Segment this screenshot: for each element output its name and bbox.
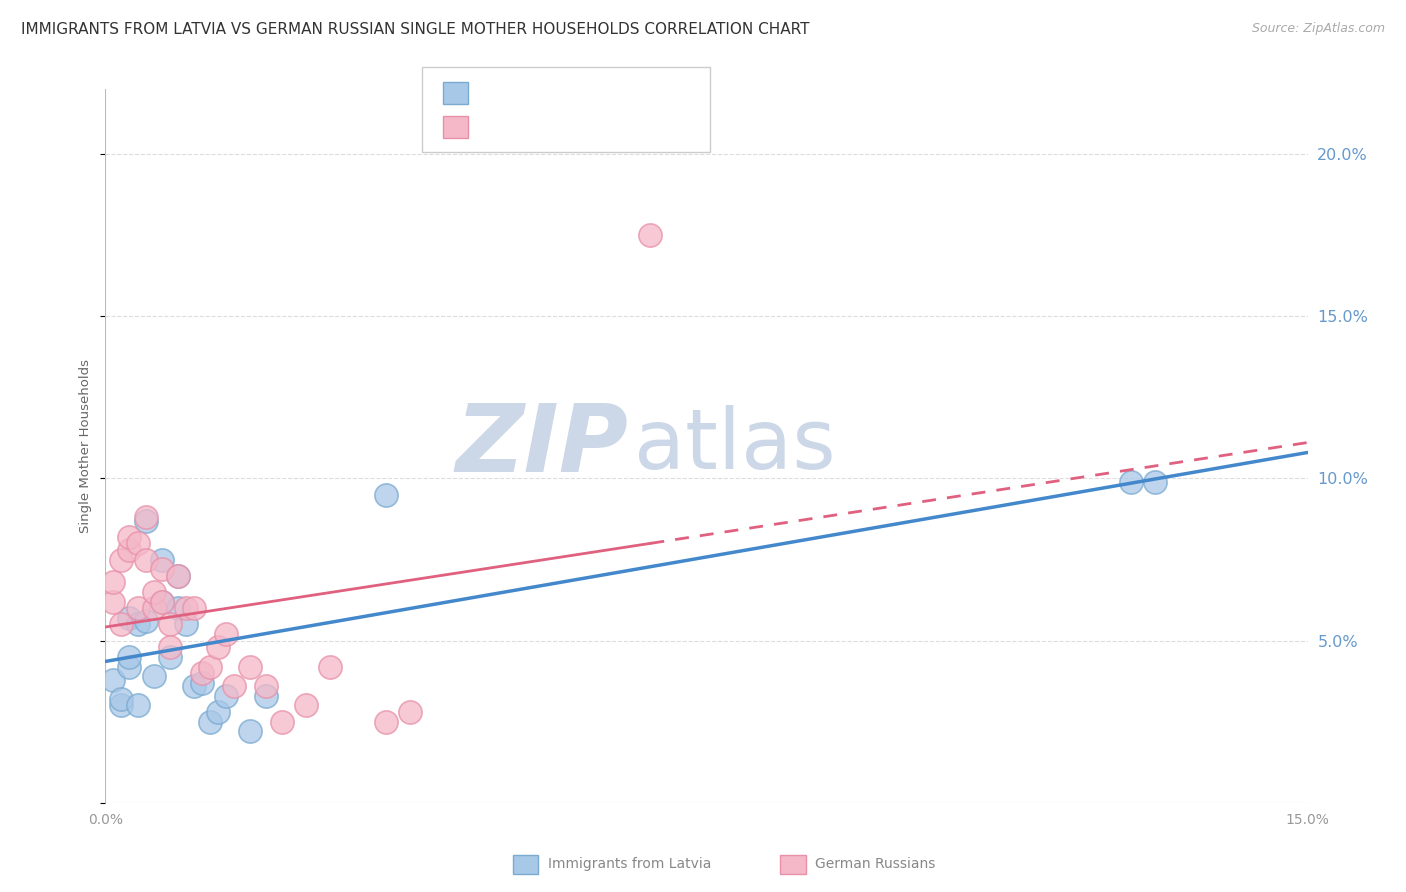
Point	[1144, 475, 1167, 489]
Point	[103, 595, 125, 609]
Point	[399, 705, 422, 719]
Point	[319, 659, 342, 673]
Point	[183, 679, 205, 693]
Point	[239, 659, 262, 673]
Point	[166, 568, 188, 582]
Point	[150, 552, 173, 566]
Point	[254, 679, 277, 693]
Text: IMMIGRANTS FROM LATVIA VS GERMAN RUSSIAN SINGLE MOTHER HOUSEHOLDS CORRELATION CH: IMMIGRANTS FROM LATVIA VS GERMAN RUSSIAN…	[21, 22, 810, 37]
Text: 0.476: 0.476	[520, 83, 568, 101]
Point	[295, 698, 318, 713]
Text: Source: ZipAtlas.com: Source: ZipAtlas.com	[1251, 22, 1385, 36]
Point	[166, 568, 188, 582]
Text: N = 32: N = 32	[579, 117, 641, 135]
Point	[135, 510, 157, 524]
Point	[127, 536, 149, 550]
Point	[150, 562, 173, 576]
Point	[118, 530, 141, 544]
Point	[190, 675, 212, 690]
Text: Immigrants from Latvia: Immigrants from Latvia	[548, 857, 711, 871]
Point	[239, 724, 262, 739]
Point	[640, 228, 662, 243]
Point	[159, 640, 181, 654]
Text: R =: R =	[478, 83, 515, 101]
Point	[198, 714, 221, 729]
Point	[110, 617, 132, 632]
Point	[118, 542, 141, 557]
Point	[166, 601, 188, 615]
Point	[142, 585, 165, 599]
Point	[374, 714, 398, 729]
Point	[270, 714, 292, 729]
Point	[118, 649, 141, 664]
Text: German Russians: German Russians	[815, 857, 936, 871]
Point	[142, 601, 165, 615]
Point	[1121, 475, 1143, 489]
Point	[174, 617, 197, 632]
Point	[150, 595, 173, 609]
Point	[174, 601, 197, 615]
Point	[135, 514, 157, 528]
Point	[127, 617, 149, 632]
Point	[135, 614, 157, 628]
Point	[110, 698, 132, 713]
Text: atlas: atlas	[634, 406, 837, 486]
Text: N = 27: N = 27	[579, 83, 641, 101]
Point	[127, 698, 149, 713]
Point	[198, 659, 221, 673]
Point	[159, 617, 181, 632]
Point	[103, 673, 125, 687]
Point	[118, 659, 141, 673]
Point	[190, 666, 212, 681]
Point	[222, 679, 245, 693]
Text: ZIP: ZIP	[456, 400, 628, 492]
Point	[214, 627, 236, 641]
Point	[135, 552, 157, 566]
Y-axis label: Single Mother Households: Single Mother Households	[79, 359, 93, 533]
Point	[118, 611, 141, 625]
Text: R =: R =	[478, 117, 515, 135]
Point	[150, 595, 173, 609]
Point	[207, 705, 229, 719]
Point	[159, 649, 181, 664]
Point	[127, 601, 149, 615]
Point	[254, 689, 277, 703]
Point	[103, 575, 125, 590]
Point	[110, 552, 132, 566]
Point	[142, 669, 165, 683]
Point	[207, 640, 229, 654]
Point	[110, 692, 132, 706]
Point	[374, 488, 398, 502]
Text: 0.157: 0.157	[520, 117, 568, 135]
Point	[183, 601, 205, 615]
Point	[214, 689, 236, 703]
